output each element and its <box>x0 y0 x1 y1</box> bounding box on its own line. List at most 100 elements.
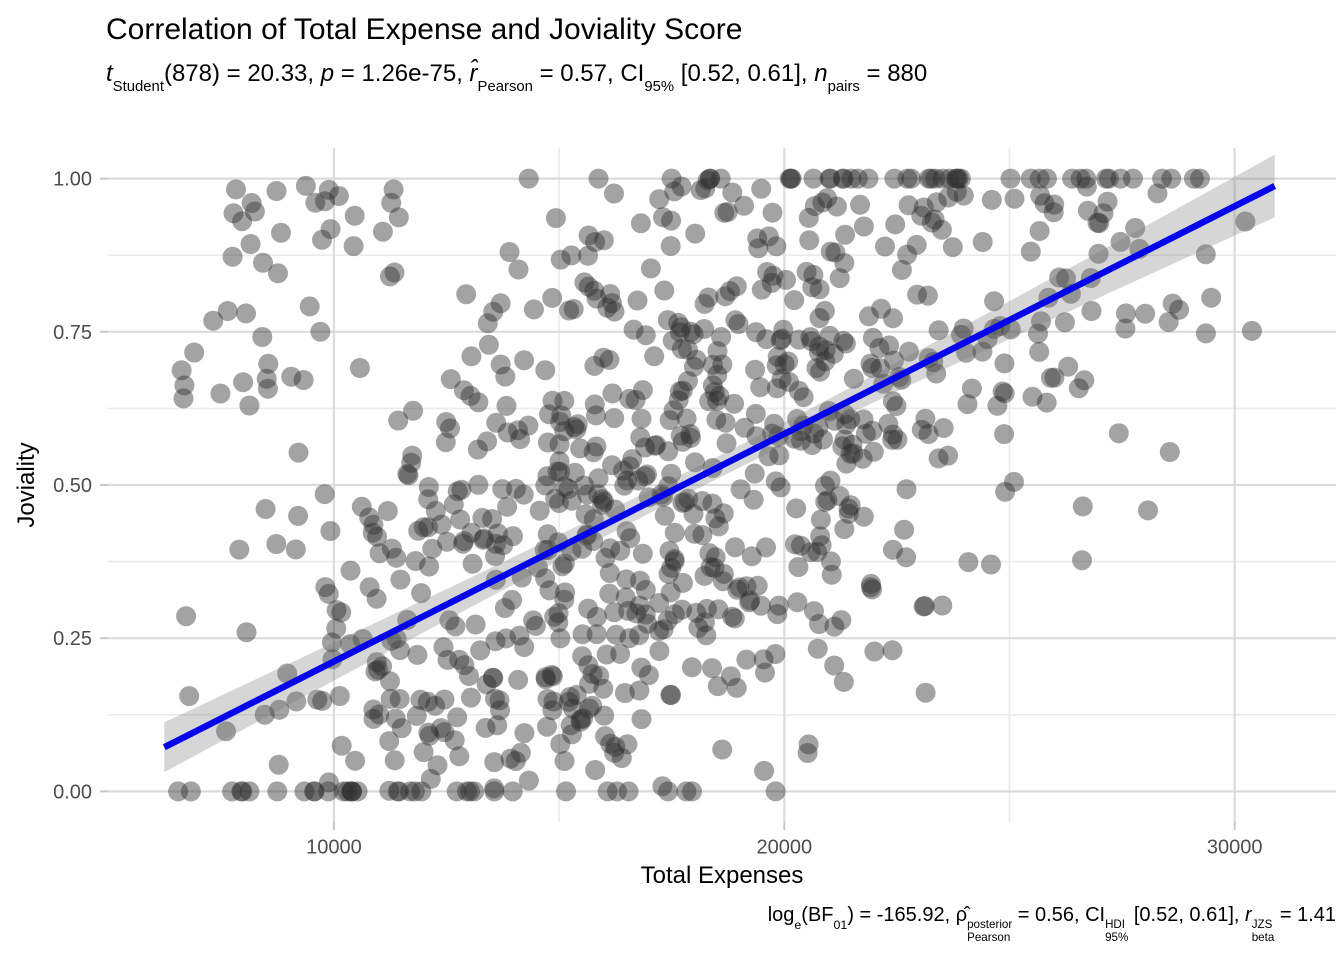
scatter-point <box>664 522 685 543</box>
scatter-point <box>1029 341 1050 362</box>
scatter-point <box>210 383 231 404</box>
scatter-point <box>231 781 252 802</box>
y-axis-title: Joviality <box>13 442 40 528</box>
scatter-point <box>809 342 829 363</box>
scatter-point <box>685 223 706 244</box>
scatter-point <box>556 781 576 802</box>
scatter-point <box>341 781 362 802</box>
scatter-point <box>883 308 903 329</box>
scatter-point <box>781 168 802 189</box>
scatter-point <box>345 750 366 771</box>
scatter-point <box>380 688 401 709</box>
scatter-point <box>620 528 641 549</box>
scatter-point <box>462 553 483 574</box>
scatter-point <box>537 432 558 453</box>
scatter-point <box>817 490 838 511</box>
scatter-point <box>514 350 535 371</box>
scatter-point <box>420 768 441 789</box>
scatter-point <box>694 319 715 339</box>
scatter-point <box>724 608 745 629</box>
scatter-point <box>788 557 809 577</box>
scatter-point <box>672 572 693 593</box>
scatter-point <box>838 498 859 519</box>
scatter-point <box>578 245 598 266</box>
scatter-point <box>600 538 621 559</box>
scatter-point <box>489 690 510 711</box>
scatter-point <box>464 781 485 802</box>
scatter-point <box>559 300 580 321</box>
scatter-point <box>994 353 1015 374</box>
scatter-point <box>766 355 787 376</box>
scatter-point <box>672 431 693 452</box>
scatter-point <box>1108 423 1129 444</box>
scatter-point <box>254 704 275 725</box>
scatter-point <box>755 662 775 683</box>
scatter-point <box>422 538 443 559</box>
scatter-point <box>653 619 674 640</box>
scatter-point <box>514 637 535 657</box>
scatter-point <box>509 625 530 646</box>
scatter-point <box>815 475 835 496</box>
scatter-point <box>623 319 644 340</box>
scatter-point <box>1070 168 1091 189</box>
scatter-point <box>554 390 575 411</box>
scatter-point <box>654 280 675 301</box>
scatter-point <box>840 495 861 516</box>
scatter-point <box>869 338 890 358</box>
regression-line <box>162 183 1277 751</box>
scatter-point <box>295 175 316 196</box>
scatter-point <box>443 494 464 515</box>
scatter-point <box>402 445 423 466</box>
scatter-point <box>658 781 678 802</box>
scatter-point <box>487 715 508 736</box>
scatter-point <box>840 443 861 464</box>
scatter-point <box>635 437 655 458</box>
scatter-point <box>707 341 728 362</box>
scatter-point <box>575 504 596 525</box>
scatter-point <box>268 263 288 284</box>
scatter-point <box>694 612 715 633</box>
scatter-point <box>915 408 936 429</box>
scatter-point <box>815 491 836 512</box>
scatter-point <box>467 439 488 460</box>
scatter-point <box>961 378 982 399</box>
scatter-point <box>500 748 521 769</box>
scatter-point <box>729 577 750 598</box>
scatter-point <box>884 168 905 189</box>
scatter-point <box>604 183 624 204</box>
scatter-point <box>725 310 746 331</box>
scatter-point <box>217 301 238 321</box>
scatter-point <box>1040 367 1061 388</box>
scatter-point <box>368 659 389 680</box>
scatter-point <box>589 665 610 686</box>
scatter-point <box>460 687 481 708</box>
scatter-point <box>809 614 829 634</box>
scatter-point <box>932 595 953 616</box>
scatter-point <box>453 380 474 401</box>
scatter-point <box>788 380 809 401</box>
scatter-point <box>266 534 287 554</box>
scatter-point <box>613 460 634 481</box>
scatter-point <box>454 531 474 552</box>
scatter-point <box>485 631 506 652</box>
scatter-point <box>661 685 681 705</box>
scatter-point <box>425 500 446 521</box>
scatter-point <box>705 547 726 568</box>
scatter-point <box>843 443 864 464</box>
scatter-point <box>1195 323 1216 344</box>
scatter-point <box>803 168 824 189</box>
scatter-point <box>570 711 591 732</box>
scatter-point <box>780 168 801 189</box>
scatter-point <box>659 541 680 561</box>
scatter-point <box>404 781 425 802</box>
scatter-point <box>389 689 410 709</box>
scatter-point <box>763 265 784 286</box>
scatter-point <box>457 781 477 802</box>
scatter-point <box>1110 231 1131 252</box>
scatter-point <box>468 474 489 495</box>
scatter-point <box>858 168 879 189</box>
scatter-point <box>836 453 857 474</box>
scatter-point <box>413 742 434 763</box>
scatter-point <box>626 603 647 624</box>
scatter-point <box>921 168 942 189</box>
